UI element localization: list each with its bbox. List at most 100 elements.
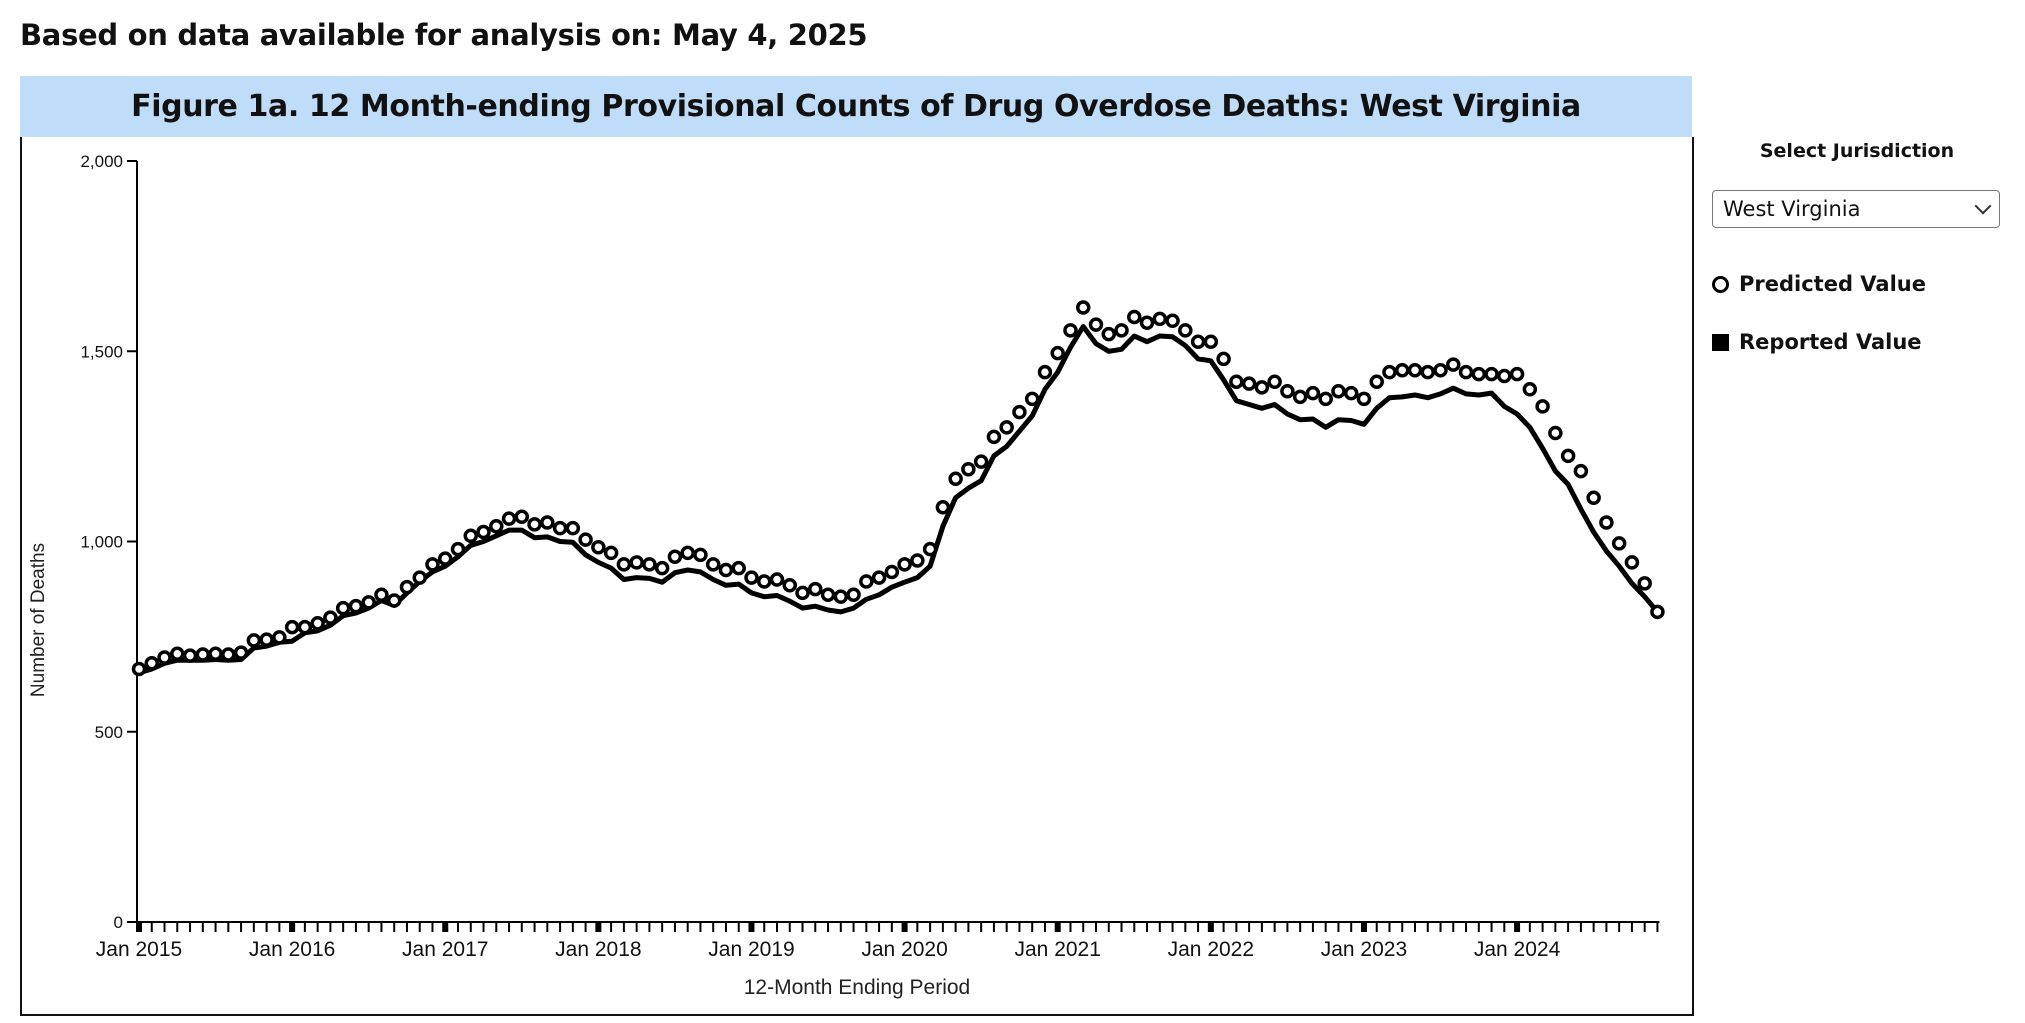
predicted-value-point	[1139, 315, 1155, 330]
predicted-value-point	[1446, 357, 1461, 372]
predicted-value-point	[1522, 382, 1538, 397]
predicted-value-point	[1178, 323, 1193, 338]
legend-predicted-label: Predicted Value	[1739, 272, 1926, 296]
predicted-value-point	[1267, 374, 1282, 389]
predicted-value-point	[1599, 515, 1614, 530]
predicted-value-point	[961, 461, 976, 477]
predicted-value-point	[897, 557, 912, 572]
predicted-value-point	[1241, 376, 1257, 391]
predicted-value-point	[1535, 399, 1550, 414]
predicted-value-point	[1548, 425, 1563, 441]
predicted-value-point	[1420, 364, 1436, 380]
predicted-value-point	[1114, 323, 1129, 338]
predicted-value-point	[527, 517, 542, 532]
predicted-value-point	[1254, 380, 1270, 395]
predicted-value-point	[1407, 363, 1423, 378]
predicted-value-point	[374, 587, 389, 603]
predicted-value-point	[1063, 323, 1078, 338]
predicted-value-point	[1050, 345, 1065, 361]
figure-title: Figure 1a. 12 Month-ending Provisional C…	[20, 76, 1692, 137]
predicted-value-point	[1292, 389, 1308, 405]
predicted-value-point	[1394, 363, 1410, 378]
open-circle-icon	[1712, 275, 1729, 293]
data-as-of-heading: Based on data available for analysis on:…	[20, 18, 868, 52]
filled-square-icon	[1712, 333, 1729, 351]
predicted-value-point	[859, 574, 874, 589]
select-jurisdiction-label: Select Jurisdiction	[1759, 140, 1955, 162]
predicted-value-point	[935, 500, 951, 515]
predicted-value-point	[552, 520, 568, 536]
x-tick-label: Jan 2023	[1321, 938, 1407, 961]
x-tick-label: Jan 2021	[1015, 938, 1101, 961]
predicted-value-point	[310, 616, 325, 631]
y-tick-label: 0	[114, 913, 123, 932]
predicted-value-point	[297, 619, 313, 635]
predicted-value-point	[1369, 374, 1384, 389]
predicted-value-point	[884, 564, 900, 580]
x-tick-label: Jan 2017	[402, 938, 488, 961]
predicted-value-point	[680, 545, 695, 561]
predicted-value-point	[808, 581, 823, 597]
predicted-value-point	[131, 661, 147, 677]
predicted-value-point	[591, 539, 606, 555]
predicted-value-point	[170, 646, 185, 661]
predicted-value-point	[1075, 300, 1091, 315]
predicted-value-point	[948, 471, 963, 486]
predicted-value-point	[667, 549, 683, 564]
y-tick-label: 500	[95, 723, 123, 742]
predicted-value-point	[323, 610, 338, 625]
predicted-value-point	[412, 570, 427, 585]
x-tick-label: Jan 2020	[861, 938, 947, 961]
predicted-value-point	[1458, 364, 1474, 380]
chart-container	[20, 137, 1694, 1016]
predicted-value-point	[1624, 555, 1640, 570]
predicted-value-point	[284, 619, 300, 635]
x-tick-label: Jan 2018	[555, 938, 641, 961]
predicted-value-point	[1573, 463, 1589, 479]
predicted-value-point	[501, 511, 517, 526]
predicted-value-point	[144, 656, 160, 671]
y-axis-title: Number of Deaths	[28, 543, 49, 697]
predicted-value-point	[1586, 490, 1601, 505]
predicted-value-point	[233, 645, 249, 660]
predicted-value-point	[718, 562, 734, 578]
predicted-value-point	[272, 630, 287, 645]
predicted-value-point	[1165, 313, 1180, 329]
predicted-value-point	[986, 429, 1002, 445]
predicted-value-point	[1305, 385, 1321, 401]
predicted-value-point	[744, 570, 759, 585]
predicted-value-point	[693, 547, 708, 563]
y-tick-label: 2,000	[80, 152, 123, 171]
chevron-down-icon	[1974, 197, 1992, 215]
predicted-value-point	[1127, 309, 1142, 325]
predicted-value-point	[1088, 317, 1104, 332]
predicted-value-point	[1382, 364, 1397, 380]
predicted-value-point	[1497, 368, 1512, 384]
predicted-value-point	[399, 579, 415, 595]
predicted-value-point	[221, 647, 236, 662]
predicted-value-point	[348, 598, 364, 614]
predicted-value-point	[1433, 363, 1448, 378]
predicted-value-point	[489, 519, 504, 534]
predicted-value-point	[1343, 385, 1359, 401]
predicted-value-point	[1203, 334, 1219, 349]
predicted-value-point	[795, 585, 810, 601]
predicted-value-point	[922, 541, 938, 557]
predicted-value-point	[565, 520, 581, 536]
predicted-value-point	[1318, 391, 1333, 407]
predicted-value-point	[642, 557, 657, 572]
predicted-value-point	[476, 524, 491, 540]
jurisdiction-select[interactable]: West Virginia	[1712, 190, 2000, 228]
predicted-value-point	[450, 541, 466, 557]
legend-predicted: Predicted Value	[1712, 272, 1926, 296]
x-tick-label: Jan 2024	[1474, 938, 1561, 961]
legend-reported: Reported Value	[1712, 330, 1922, 354]
predicted-value-point	[616, 557, 632, 572]
predicted-value-point	[1216, 351, 1231, 367]
predicted-value-point	[769, 572, 785, 587]
predicted-value-point	[1650, 604, 1665, 620]
predicted-value-point	[1509, 366, 1525, 382]
predicted-value-point	[1152, 311, 1168, 327]
predicted-value-point	[514, 509, 530, 525]
